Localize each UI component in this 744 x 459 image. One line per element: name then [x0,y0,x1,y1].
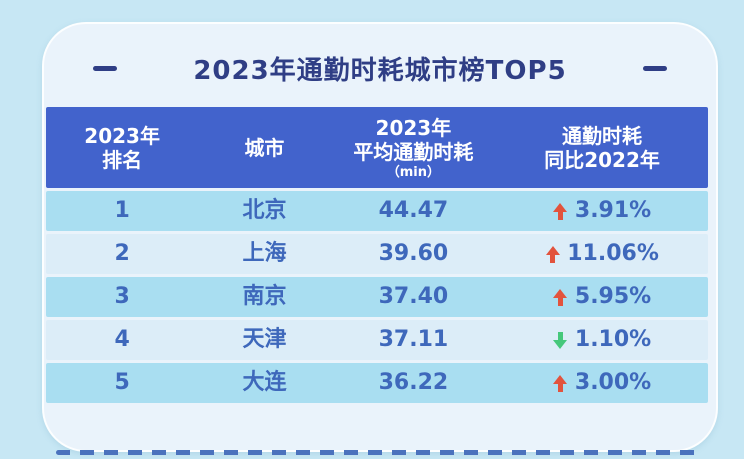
city-cell: 大连 [242,370,287,395]
trend-arrow-icon [553,288,568,306]
yoy-value: 11.06% [567,241,659,266]
header-line: 排名 [102,147,143,172]
bottom-dashed-divider [56,450,702,455]
trend-arrow-icon [553,331,568,349]
title-dash-right [642,66,667,71]
trend-arrow-icon [553,202,568,220]
city-cell: 天津 [242,327,287,352]
col-header-city: 城市 [198,136,330,160]
value-cell: 36.22 [378,370,449,395]
yoy-value: 1.10% [574,327,652,352]
yoy-cell: 1.10% [496,320,708,360]
table-header: 2023年 排名 城市 2023年 平均通勤时耗 （min） 通勤时耗 同比20… [46,107,708,188]
col-header-time: 2023年 平均通勤时耗 （min） [331,116,497,180]
header-line: 通勤时耗 [562,123,643,148]
yoy-value: 3.00% [574,370,652,395]
yoy-cell: 3.91% [496,191,708,231]
table-row: 1 北京 44.47 3.91% [46,191,708,231]
rank-cell: 4 [114,327,130,352]
header-line: 平均通勤时耗 [353,139,474,164]
yoy-value: 3.91% [574,198,652,223]
rank-cell: 2 [114,241,130,266]
city-cell: 上海 [242,241,287,266]
table-row: 4 天津 37.11 1.10% [46,320,708,360]
trend-arrow-icon [545,245,560,263]
city-cell: 南京 [242,284,287,309]
header-unit: （min） [386,164,441,180]
header-line: 2023年 [375,115,452,140]
table-row: 2 上海 39.60 11.06% [46,234,708,274]
value-cell: 44.47 [378,198,449,223]
yoy-cell: 11.06% [496,234,708,274]
value-cell: 37.11 [378,327,449,352]
col-header-yoy: 通勤时耗 同比2022年 [496,124,708,172]
yoy-cell: 3.00% [496,363,708,403]
value-cell: 39.60 [378,241,449,266]
trend-arrow-icon [553,374,568,392]
col-header-rank: 2023年 排名 [46,124,198,172]
table-row: 3 南京 37.40 5.95% [46,277,708,317]
page-title: 2023年通勤时耗城市榜TOP5 [193,56,567,86]
header-line: 城市 [244,135,285,160]
rank-cell: 3 [114,284,130,309]
header-line: 同比2022年 [544,147,660,172]
yoy-value: 5.95% [574,284,652,309]
header-line: 2023年 [84,123,160,148]
rank-cell: 5 [114,370,130,395]
table-row: 5 大连 36.22 3.00% [46,363,708,403]
city-cell: 北京 [242,198,287,223]
title-dash-left [93,66,118,71]
rank-cell: 1 [114,198,130,223]
yoy-cell: 5.95% [496,277,708,317]
value-cell: 37.40 [378,284,449,309]
title-row: 2023年通勤时耗城市榜TOP5 [42,50,718,87]
ranking-table: 2023年 排名 城市 2023年 平均通勤时耗 （min） 通勤时耗 同比20… [46,107,708,403]
